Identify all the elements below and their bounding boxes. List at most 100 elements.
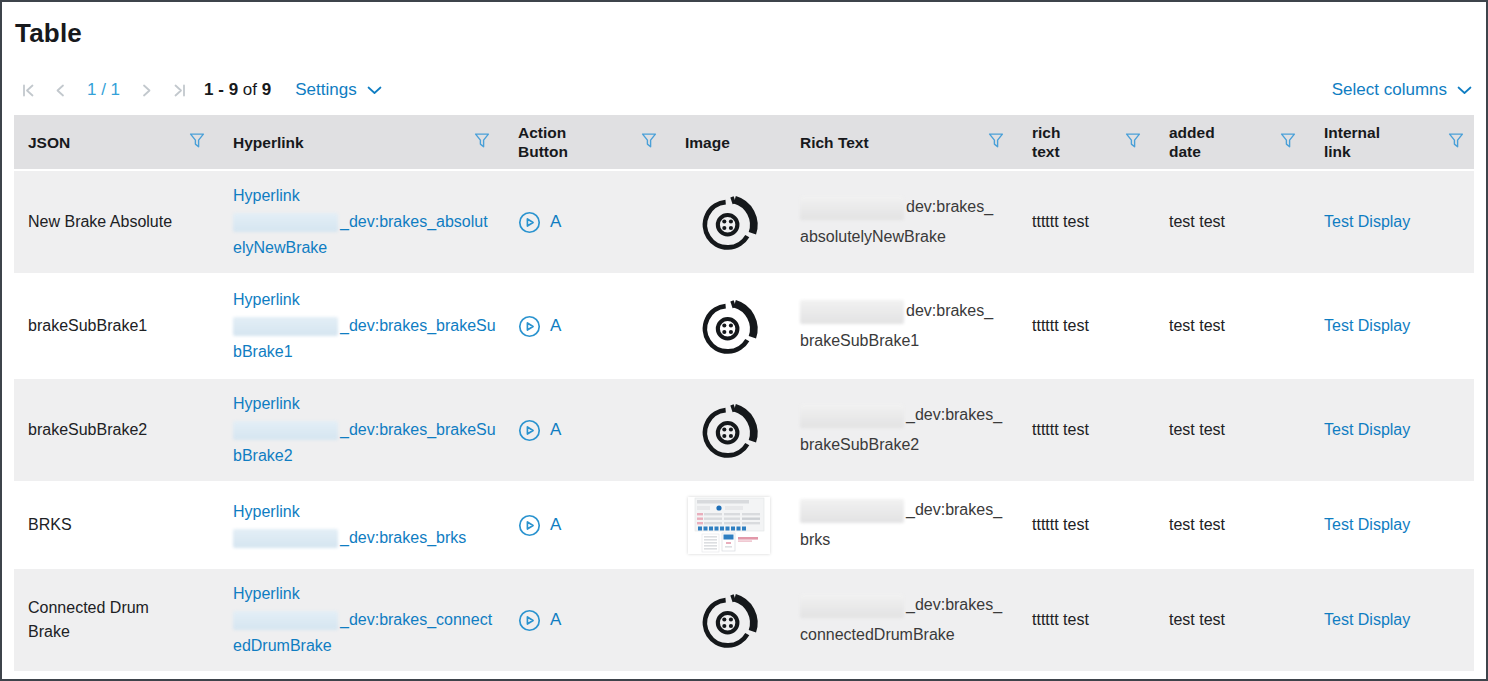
action-button[interactable]: A	[550, 316, 561, 336]
filter-funnel-icon[interactable]	[189, 132, 205, 153]
column-header-image[interactable]: Image	[671, 115, 786, 169]
internal-link[interactable]: Test Display	[1324, 213, 1410, 231]
hyperlink[interactable]: Hyperlink _dev:brakes_brakeSu bBrake1	[233, 287, 496, 365]
brake-disc-icon	[696, 293, 762, 359]
column-header-json[interactable]: JSON	[14, 115, 219, 169]
play-circle-icon[interactable]	[518, 315, 541, 338]
table-row: Connected Drum Brake Hyperlink _dev:brak…	[14, 567, 1474, 671]
select-columns-button[interactable]: Select columns	[1332, 80, 1472, 100]
action-button[interactable]: A	[550, 515, 561, 535]
column-label: Action Button	[518, 123, 582, 161]
filter-funnel-icon[interactable]	[988, 132, 1004, 153]
pagination-controls: 1 / 1 1 - 9 of 9 Settings	[15, 79, 382, 101]
json-value: New Brake Absolute	[28, 210, 172, 234]
rich-text-value: dev:brakes_ brakeSubBrake1	[800, 296, 993, 356]
settings-button[interactable]: Settings	[295, 80, 381, 100]
filter-funnel-icon[interactable]	[474, 132, 490, 153]
range-of: of	[243, 80, 257, 99]
hyperlink-target: _dev:brakes_brakeSu	[340, 317, 496, 334]
hyperlink-target: bBrake2	[233, 443, 496, 469]
redacted-text	[233, 421, 338, 440]
hyperlink[interactable]: Hyperlink _dev:brakes_brks	[233, 499, 466, 551]
last-page-icon[interactable]	[166, 79, 192, 101]
previous-page-icon[interactable]	[47, 79, 73, 101]
hyperlink[interactable]: Hyperlink _dev:brakes_absolut elyNewBrak…	[233, 183, 488, 261]
added-date-value: test test	[1169, 611, 1225, 629]
hyperlink-label: Hyperlink	[233, 391, 496, 417]
hyperlink-target: elyNewBrake	[233, 235, 488, 261]
json-value: brakeSubBrake2	[28, 418, 147, 442]
chevron-down-icon	[1457, 80, 1472, 100]
json-value: brakeSubBrake1	[28, 314, 147, 338]
brake-disc-icon	[696, 397, 762, 463]
play-circle-icon[interactable]	[518, 514, 541, 537]
hyperlink-target: _dev:brakes_absolut	[340, 213, 488, 230]
action-button[interactable]: A	[550, 420, 561, 440]
filter-funnel-icon[interactable]	[1125, 132, 1141, 153]
internal-link[interactable]: Test Display	[1324, 516, 1410, 534]
redacted-text	[800, 196, 904, 220]
action-button[interactable]: A	[550, 610, 561, 630]
chevron-down-icon	[367, 80, 382, 100]
select-columns-label: Select columns	[1332, 80, 1447, 100]
rich-text-2-value: tttttt test	[1032, 421, 1089, 439]
added-date-value: test test	[1169, 516, 1225, 534]
redacted-text	[233, 611, 338, 630]
brake-disc-icon	[696, 189, 762, 255]
rich-text-2-value: tttttt test	[1032, 611, 1089, 629]
table-header-row: JSON Hyperlink Action Button Image Rich …	[14, 115, 1474, 169]
redacted-text	[800, 404, 904, 428]
hyperlink-label: Hyperlink	[233, 581, 492, 607]
filter-funnel-icon[interactable]	[641, 132, 657, 153]
brake-disc-icon	[696, 587, 762, 653]
internal-link[interactable]: Test Display	[1324, 421, 1410, 439]
column-header-internal-link[interactable]: Internal link	[1310, 115, 1478, 169]
redacted-text	[800, 499, 904, 523]
hyperlink-target: edDrumBrake	[233, 633, 492, 659]
rich-text-value: dev:brakes_ absolutelyNewBrake	[800, 192, 993, 252]
hyperlink-label: Hyperlink	[233, 499, 466, 525]
play-circle-icon[interactable]	[518, 419, 541, 442]
page-indicator: 1 / 1	[87, 80, 120, 100]
column-label: Hyperlink	[233, 133, 304, 152]
play-circle-icon[interactable]	[518, 211, 541, 234]
internal-link[interactable]: Test Display	[1324, 611, 1410, 629]
column-header-added-date[interactable]: added date	[1155, 115, 1310, 169]
column-header-action-button[interactable]: Action Button	[504, 115, 671, 169]
column-label: Rich Text	[800, 133, 869, 152]
filter-funnel-icon[interactable]	[1280, 132, 1296, 153]
hyperlink-target: _dev:brakes_brks	[340, 529, 466, 546]
table-row: brakeSubBrake2 Hyperlink _dev:brakes_bra…	[14, 377, 1474, 481]
rich-text-2-value: tttttt test	[1032, 213, 1089, 231]
page-header: Table	[2, 18, 1486, 49]
filter-funnel-icon[interactable]	[1448, 132, 1464, 153]
page-title: Table	[15, 18, 1486, 49]
redacted-text	[800, 594, 904, 618]
action-button[interactable]: A	[550, 212, 561, 232]
table-row: BRKS Hyperlink _dev:brakes_brks A	[14, 481, 1474, 567]
rich-text-value: _dev:brakes_ connectedDrumBrake	[800, 590, 1002, 650]
column-header-hyperlink[interactable]: Hyperlink	[219, 115, 504, 169]
hyperlink-target: bBrake1	[233, 339, 496, 365]
internal-link[interactable]: Test Display	[1324, 317, 1410, 335]
hyperlink[interactable]: Hyperlink _dev:brakes_connect edDrumBrak…	[233, 581, 492, 659]
first-page-icon[interactable]	[15, 79, 41, 101]
hyperlink-target: _dev:brakes_connect	[340, 611, 492, 628]
column-header-rich-text[interactable]: Rich Text	[786, 115, 1018, 169]
redacted-text	[233, 317, 338, 336]
rich-text-2-value: tttttt test	[1032, 516, 1089, 534]
column-label: rich text	[1032, 123, 1074, 161]
settings-label: Settings	[295, 80, 356, 100]
next-page-icon[interactable]	[134, 79, 160, 101]
range-from-to: 1 - 9	[204, 80, 238, 99]
json-value: BRKS	[28, 513, 72, 537]
rich-text-value: _dev:brakes_ brakeSubBrake2	[800, 400, 1002, 460]
hyperlink[interactable]: Hyperlink _dev:brakes_brakeSu bBrake2	[233, 391, 496, 469]
hyperlink-label: Hyperlink	[233, 287, 496, 313]
play-circle-icon[interactable]	[518, 609, 541, 632]
rich-text-value: _dev:brakes_ brks	[800, 495, 1002, 555]
column-label: Image	[685, 133, 730, 152]
table-row: brakeSubBrake1 Hyperlink _dev:brakes_bra…	[14, 273, 1474, 377]
redacted-text	[233, 213, 338, 232]
column-header-rich-text-2[interactable]: rich text	[1018, 115, 1155, 169]
